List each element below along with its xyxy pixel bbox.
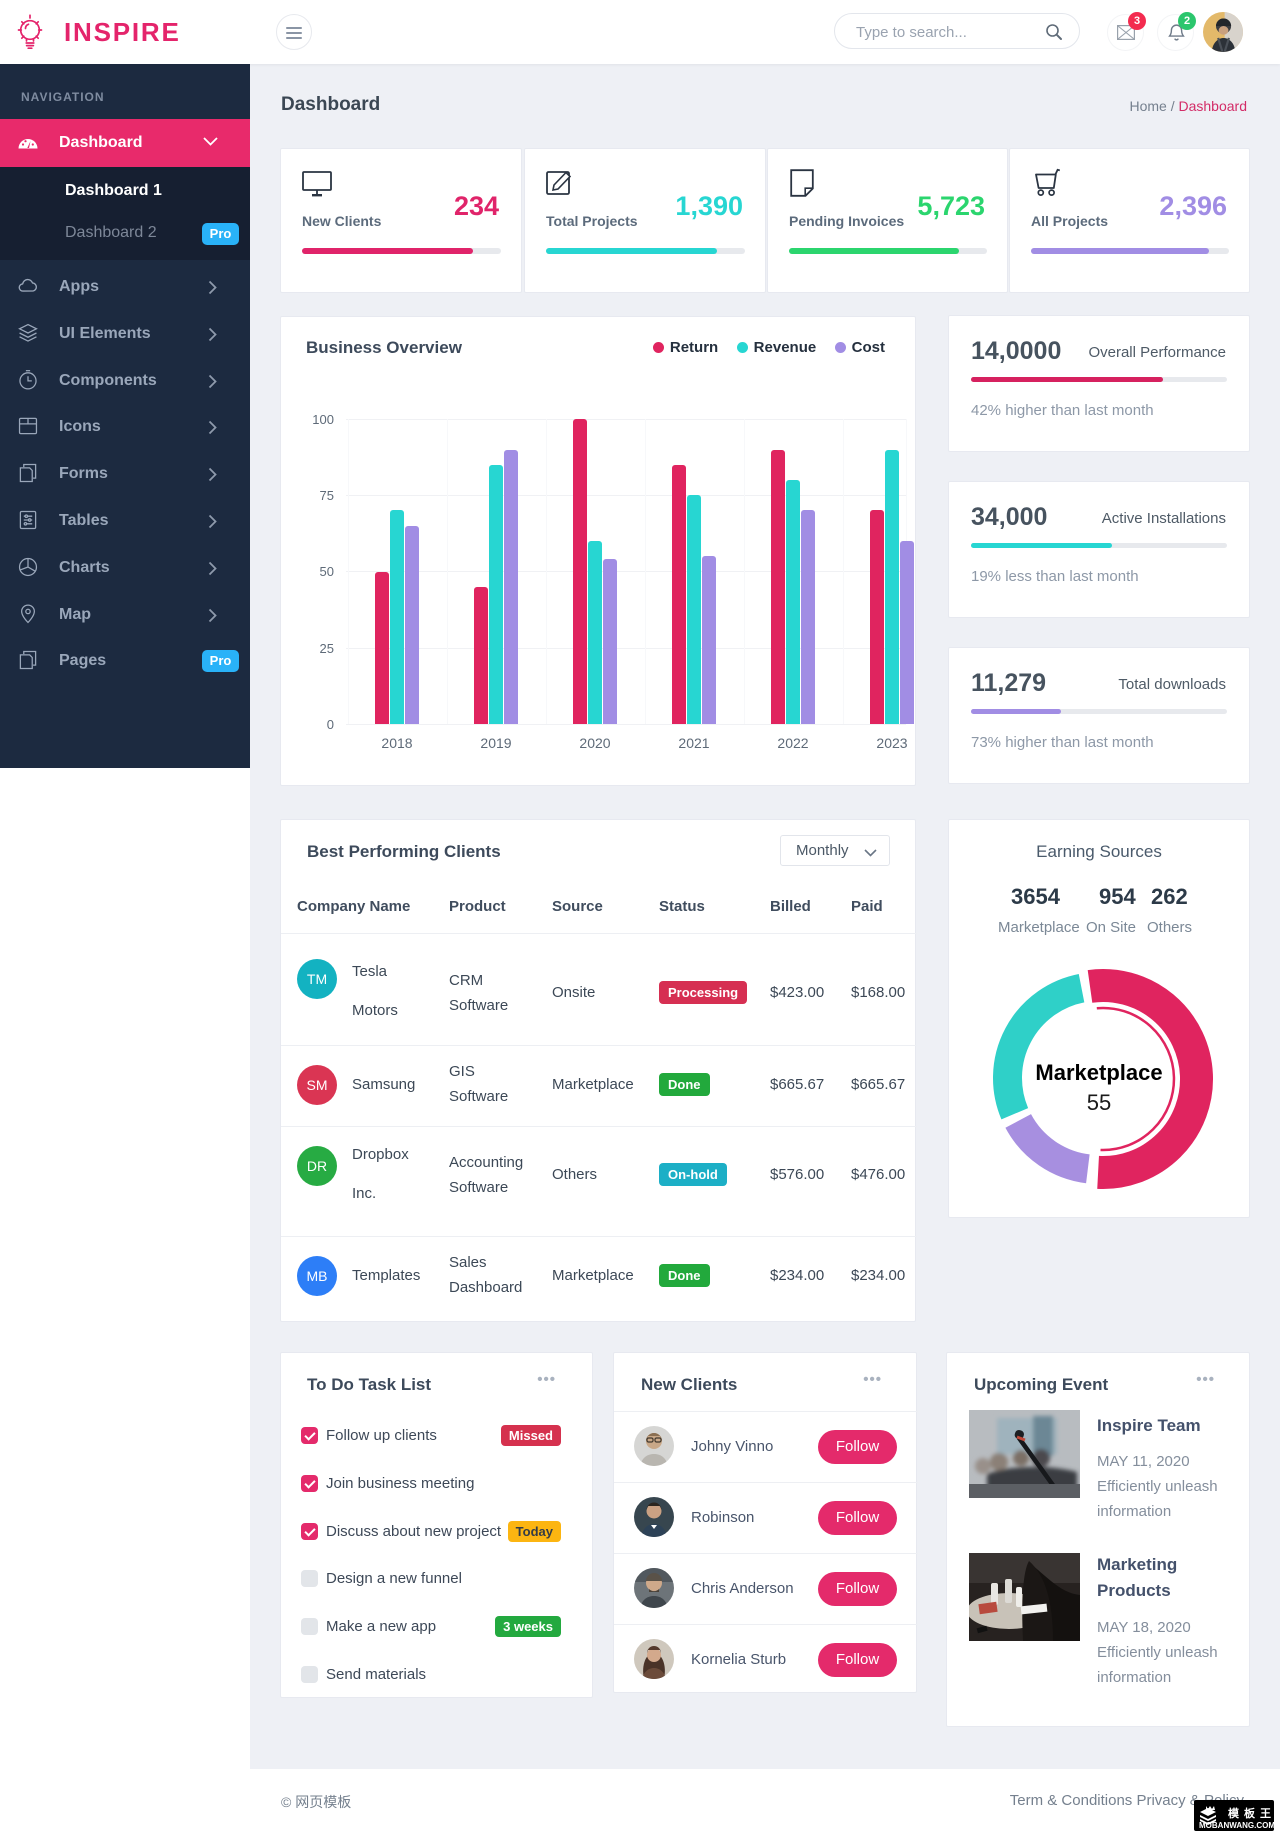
svg-text:模板王: 模板王 xyxy=(1228,1806,1274,1820)
svg-text:MOBANWANG.COM: MOBANWANG.COM xyxy=(1199,1821,1274,1830)
